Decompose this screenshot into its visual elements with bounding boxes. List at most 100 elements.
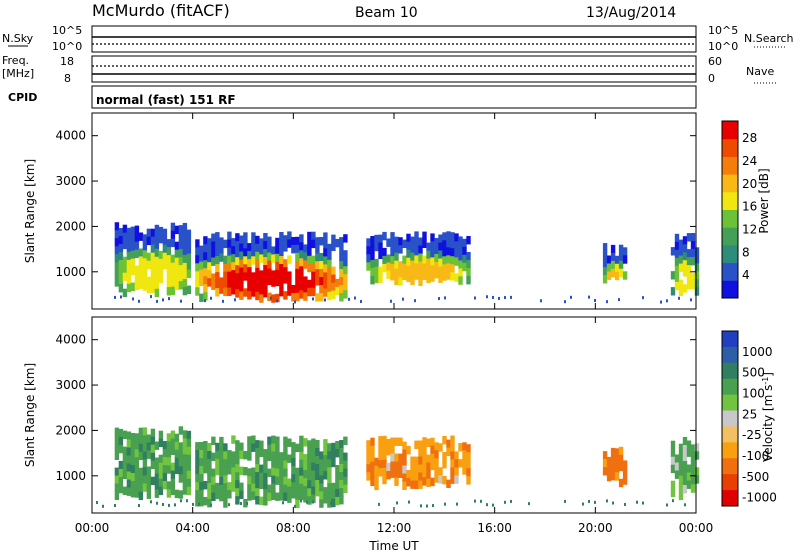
- echo-cell: [311, 287, 316, 297]
- echo-cell: [126, 243, 132, 253]
- echo-cell: [315, 245, 320, 254]
- velocity-panel: 1000 2000 3000 4000 Slant Range [km] 1000 50…: [23, 316, 777, 514]
- echo-cell: [319, 277, 324, 286]
- echo-cell: [402, 481, 407, 490]
- echo-cell: [138, 264, 144, 273]
- echo-cell: [414, 271, 419, 280]
- echo-cell: [223, 255, 228, 265]
- echo-cell: [331, 482, 336, 492]
- echo-cell: [126, 259, 132, 269]
- echo-cell: [182, 246, 188, 256]
- echo-cell: [339, 237, 344, 246]
- echo-cell: [335, 278, 340, 288]
- echo-cell: [466, 260, 471, 269]
- y-tick-label: 4000: [55, 129, 86, 143]
- echo-cell: [466, 268, 471, 277]
- echo-cell: [211, 452, 216, 461]
- colorbar-tick-label: 4: [742, 268, 750, 282]
- echo-cell: [602, 259, 608, 268]
- echo-cell: [466, 468, 471, 477]
- echo-cell: [610, 252, 616, 262]
- echo-cell: [458, 236, 463, 245]
- echo-cell: [118, 236, 124, 245]
- echo-cell: [126, 267, 132, 277]
- echo-cell: [398, 277, 403, 286]
- echo-cell: [418, 456, 423, 465]
- echo-cell: [186, 446, 192, 456]
- echo-cell: [203, 481, 208, 490]
- scatter-speck: [432, 504, 434, 508]
- echo-cell: [195, 279, 200, 288]
- echo-cell: [255, 259, 260, 269]
- echo-cell: [442, 436, 447, 445]
- echo-cell: [162, 252, 168, 262]
- scatter-speck: [228, 503, 230, 507]
- echo-cell: [122, 232, 128, 242]
- echo-cell: [614, 456, 620, 465]
- echo-cell: [311, 438, 316, 447]
- echo-cell: [283, 476, 288, 485]
- echo-cell: [402, 473, 407, 482]
- cpid-label: CPID: [8, 91, 37, 104]
- echo-cell: [410, 456, 415, 465]
- echo-cell: [327, 443, 332, 452]
- echo-cell: [114, 427, 120, 436]
- echo-cell: [174, 489, 180, 499]
- scatter-speck: [486, 503, 488, 507]
- echo-cell: [243, 240, 248, 249]
- echo-cell: [311, 271, 316, 281]
- echo-cell: [450, 232, 455, 241]
- echo-cell: [134, 241, 140, 250]
- colorbar-tick-label: -25: [742, 428, 762, 442]
- echo-cell: [466, 276, 471, 285]
- echo-cell: [438, 443, 443, 452]
- echo-cell: [690, 452, 696, 461]
- echo-cell: [418, 245, 423, 254]
- echo-cell: [287, 494, 292, 503]
- x-tick-label: 12:00: [377, 521, 412, 535]
- nsearch-tick-high: 10^5: [708, 24, 738, 37]
- echo-cell: [327, 475, 332, 484]
- echo-cell: [223, 239, 228, 249]
- echo-cell: [614, 464, 620, 473]
- echo-cell: [223, 287, 228, 297]
- cpid-frame: [91, 85, 697, 109]
- echo-cell: [307, 456, 312, 465]
- scatter-speck: [540, 299, 542, 303]
- echo-cell: [146, 284, 152, 294]
- echo-cell: [255, 464, 260, 473]
- echo-cell: [223, 483, 228, 492]
- echo-cell: [382, 459, 387, 469]
- echo-cell: [331, 458, 336, 468]
- echo-cell: [130, 266, 136, 275]
- echo-cell: [158, 226, 164, 236]
- echo-cell: [130, 441, 136, 450]
- colorbar-swatch: [722, 346, 738, 364]
- echo-cell: [670, 480, 676, 490]
- echo-cell: [394, 469, 399, 478]
- echo-cell: [319, 237, 324, 246]
- echo-cell: [223, 263, 228, 273]
- echo-cell: [674, 273, 680, 283]
- echo-cell: [122, 256, 128, 266]
- echo-cell: [215, 240, 220, 249]
- echo-cell: [686, 257, 692, 266]
- scatter-speck: [474, 296, 476, 300]
- echo-cell: [343, 282, 348, 291]
- echo-cell: [114, 238, 120, 247]
- echo-cell: [118, 268, 124, 277]
- echo-cell: [678, 279, 684, 288]
- echo-cell: [307, 239, 312, 249]
- echo-cell: [158, 258, 164, 268]
- echo-cell: [410, 268, 415, 277]
- echo-cell: [195, 239, 200, 248]
- echo-cell: [610, 463, 616, 473]
- echo-cell: [251, 475, 256, 484]
- scatter-speck: [684, 503, 686, 507]
- echo-cell: [418, 440, 423, 449]
- echo-cell: [402, 255, 407, 264]
- echo-cell: [450, 264, 455, 273]
- echo-cell: [199, 458, 204, 467]
- echo-cell: [618, 252, 624, 262]
- echo-cell: [327, 483, 332, 492]
